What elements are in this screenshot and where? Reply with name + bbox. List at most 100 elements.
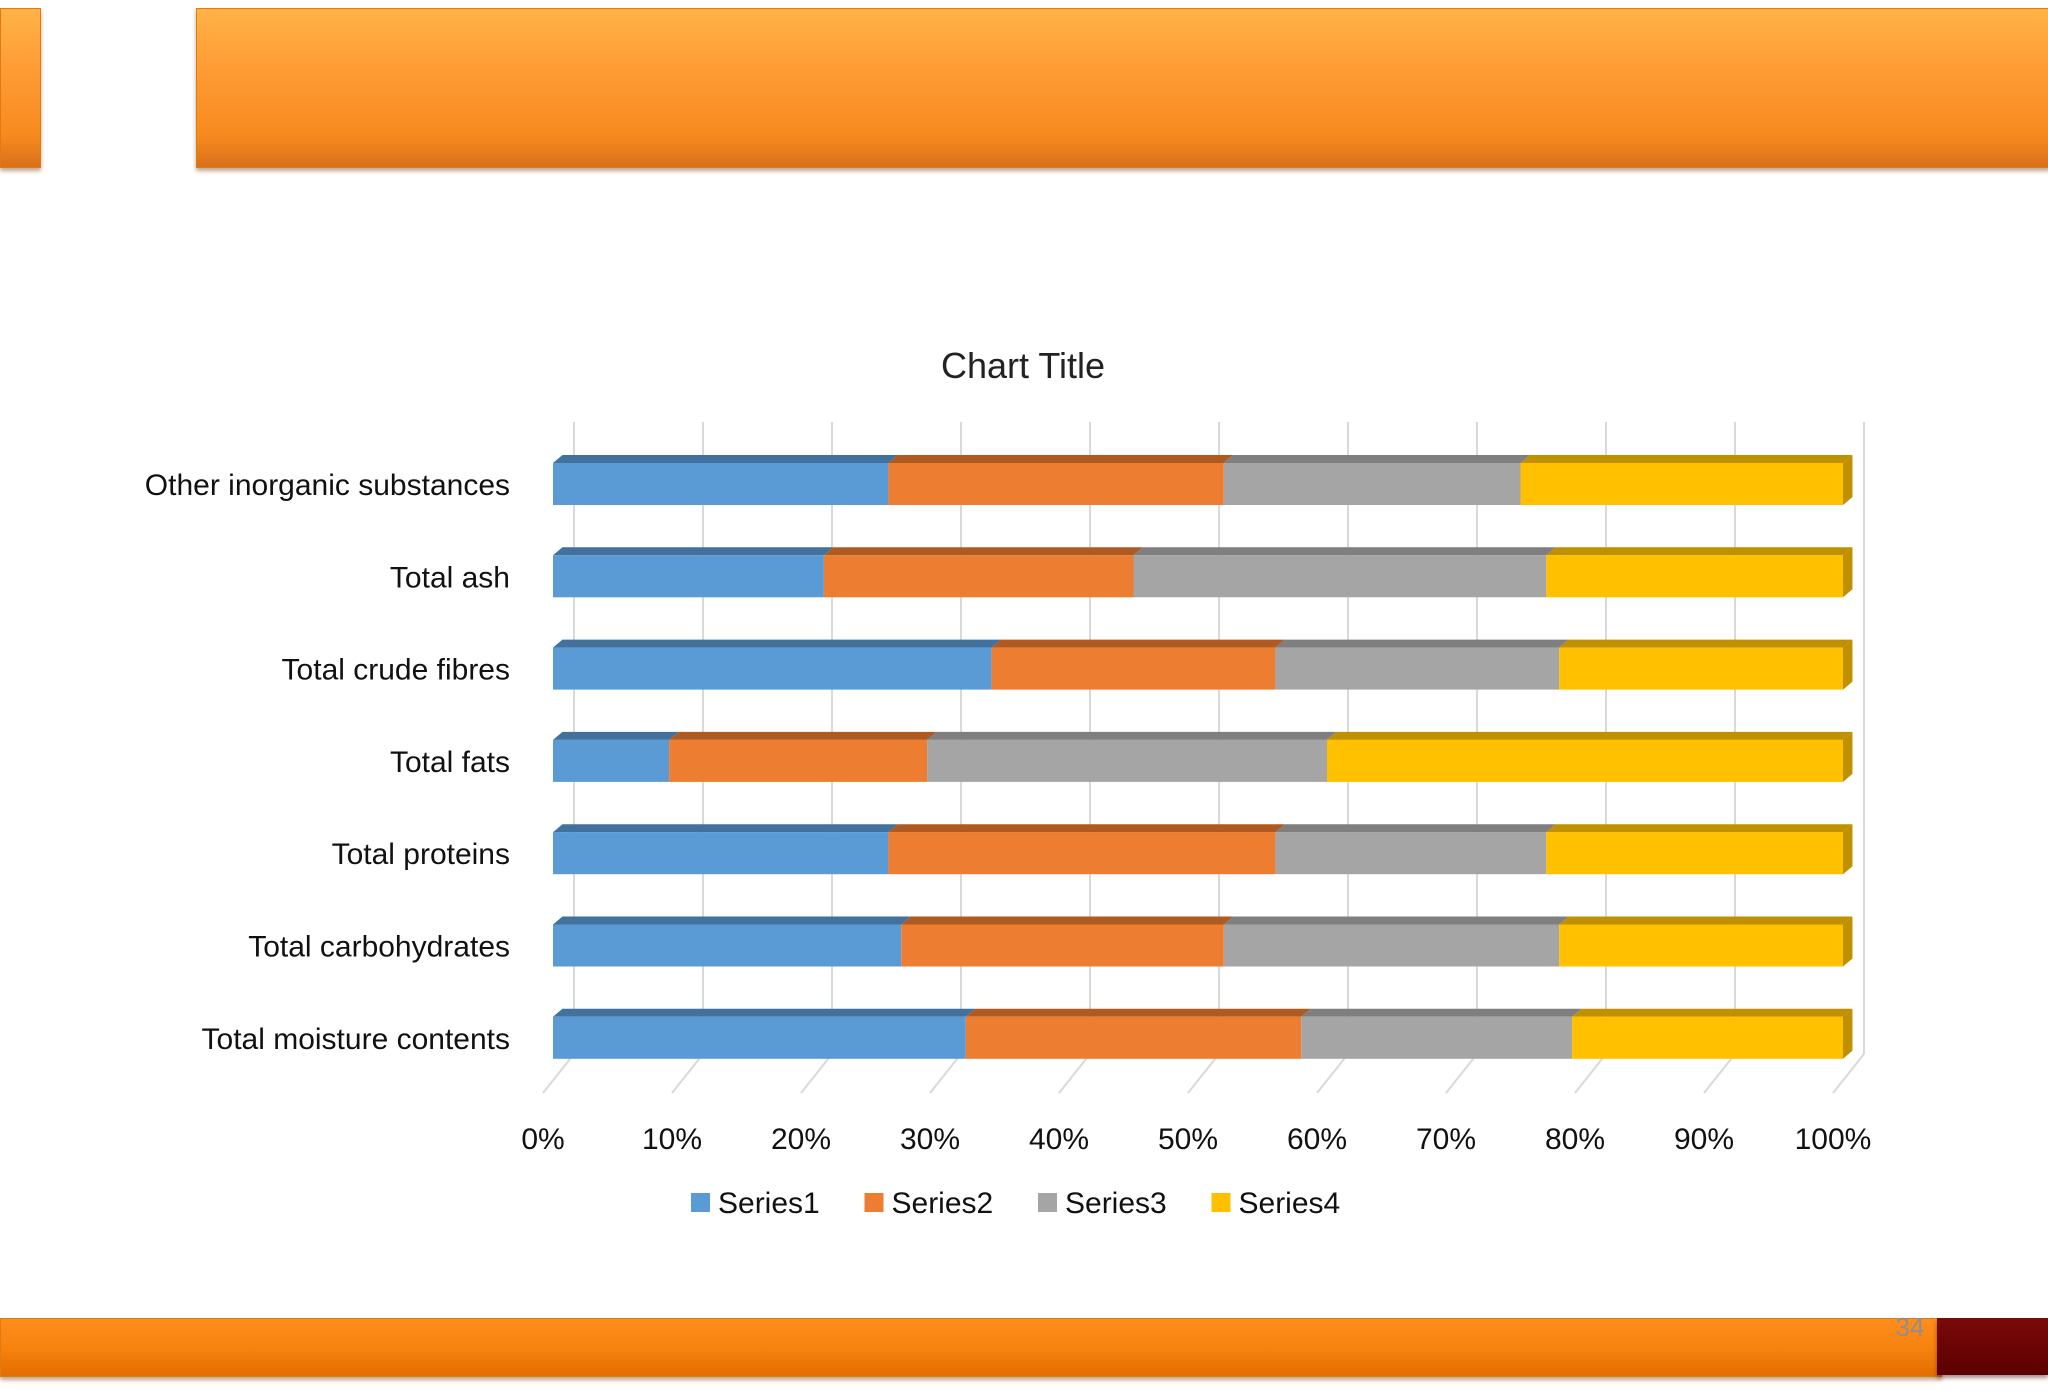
floor-gridline — [1574, 1053, 1607, 1094]
bar-side-face — [1843, 731, 1853, 782]
legend-swatch — [691, 1193, 710, 1212]
bar-segment-top — [1546, 824, 1853, 833]
bar-segment-top — [1327, 731, 1853, 740]
bar-segment — [1559, 924, 1843, 967]
bar-segment-top — [553, 731, 679, 740]
x-tick-label: 20% — [771, 1123, 831, 1156]
chart-title: Chart Title — [941, 345, 1105, 386]
bar-side-face — [1843, 916, 1853, 967]
x-tick-label: 80% — [1545, 1123, 1605, 1156]
bottom-right-dark-accent — [1937, 1318, 2048, 1375]
bar-segment-top — [1301, 1008, 1582, 1017]
bar-segment — [965, 1016, 1302, 1059]
bar-segment-top — [553, 547, 834, 556]
x-tick-label: 30% — [900, 1123, 960, 1156]
floor-gridline — [542, 1053, 575, 1094]
bar-segment — [1301, 1016, 1573, 1059]
bar-segment-top — [1275, 824, 1556, 833]
legend-label: Series4 — [1239, 1187, 1341, 1220]
floor-gridline — [1316, 1053, 1349, 1094]
bar-segment-top — [1572, 1008, 1853, 1017]
bar-segment — [553, 463, 889, 505]
legend-swatch — [864, 1193, 884, 1212]
bar-segment-top — [901, 916, 1234, 925]
bottom-footer-band — [0, 1318, 1942, 1377]
top-left-accent-bar — [0, 8, 41, 168]
floor-gridline — [929, 1053, 962, 1094]
bar-segment — [1275, 647, 1560, 690]
x-tick-label: 10% — [642, 1123, 702, 1156]
bar-segment-top — [1223, 916, 1569, 925]
bar-segment — [1546, 555, 1843, 598]
chart-category-labels: Other inorganic substances Total ash Total… — [145, 469, 510, 1056]
bar-segment-top — [1559, 639, 1853, 648]
bar-segment-top — [991, 639, 1285, 648]
legend-label: Series3 — [1065, 1187, 1167, 1220]
bar-segment — [1520, 463, 1843, 505]
bar-segment — [927, 739, 1327, 782]
x-tick-label: 90% — [1674, 1123, 1734, 1156]
floor-gridline — [671, 1053, 704, 1094]
x-tick-label: 100% — [1795, 1123, 1872, 1156]
bar-side-face — [1843, 639, 1853, 690]
bar-segment — [553, 555, 824, 598]
bar-side-face — [1843, 547, 1853, 598]
bar-side-face — [1843, 455, 1853, 505]
bar-segment-top — [553, 1008, 976, 1017]
legend-label: Series2 — [892, 1187, 994, 1220]
category-label: Other inorganic substances — [145, 469, 510, 502]
chart-legend: Series1 Series2 Series3 Series4 — [691, 1187, 1340, 1220]
x-tick-label: 60% — [1287, 1123, 1347, 1156]
x-tick-label: 50% — [1158, 1123, 1218, 1156]
legend-swatch — [1211, 1193, 1231, 1212]
bar-segment — [553, 647, 992, 690]
bar-segment — [1133, 555, 1547, 598]
bar-segment — [888, 463, 1224, 505]
bar-segment — [1572, 1016, 1843, 1059]
x-tick-label: 40% — [1029, 1123, 1089, 1156]
bar-segment-top — [1223, 455, 1530, 463]
bar-segment — [553, 924, 902, 967]
bar-segment — [553, 739, 670, 782]
bar-segment — [553, 1016, 966, 1059]
bar-segment — [888, 832, 1276, 875]
bar-segment — [1546, 832, 1843, 875]
bar-segment — [1327, 739, 1843, 782]
category-label: Total carbohydrates — [248, 931, 510, 964]
page-number: 34 — [1895, 1312, 1925, 1342]
bar-segment-top — [553, 916, 911, 925]
chart-x-tick-labels: 0% 10% 20% 30% 40% 50% 60% 70% 80% 90% 100% — [521, 1123, 1871, 1156]
floor-gridline — [1832, 1053, 1865, 1094]
bar-segment — [901, 924, 1224, 967]
legend-swatch — [1038, 1193, 1057, 1212]
category-label: Total proteins — [332, 838, 510, 871]
bar-segment-top — [927, 731, 1337, 740]
bar-segment-top — [888, 455, 1234, 463]
floor-gridline — [1445, 1053, 1478, 1094]
bar-segment-top — [553, 639, 1002, 648]
floor-gridline — [800, 1053, 833, 1094]
bar-segment-top — [823, 547, 1143, 556]
bar-segment-top — [669, 731, 937, 740]
bar-segment-top — [1546, 547, 1853, 556]
category-label: Total moisture contents — [202, 1023, 510, 1056]
x-tick-label: 70% — [1416, 1123, 1476, 1156]
floor-gridline — [1703, 1053, 1736, 1094]
bar-segment — [1275, 832, 1547, 875]
bar-segment — [553, 832, 889, 875]
bar-segment — [991, 647, 1276, 690]
x-tick-label: 0% — [521, 1123, 564, 1156]
bar-segment — [1223, 924, 1560, 967]
bar-segment-top — [1275, 639, 1569, 648]
legend-label: Series1 — [718, 1187, 820, 1220]
bar-segment — [1223, 463, 1521, 505]
bar-segment-top — [1133, 547, 1556, 556]
bar-side-face — [1843, 1008, 1853, 1059]
bar-segment — [823, 555, 1134, 598]
floor-gridline — [1187, 1053, 1220, 1094]
bar-segment-top — [553, 455, 898, 463]
bar-segment — [1559, 647, 1843, 690]
category-label: Total crude fibres — [282, 654, 510, 687]
